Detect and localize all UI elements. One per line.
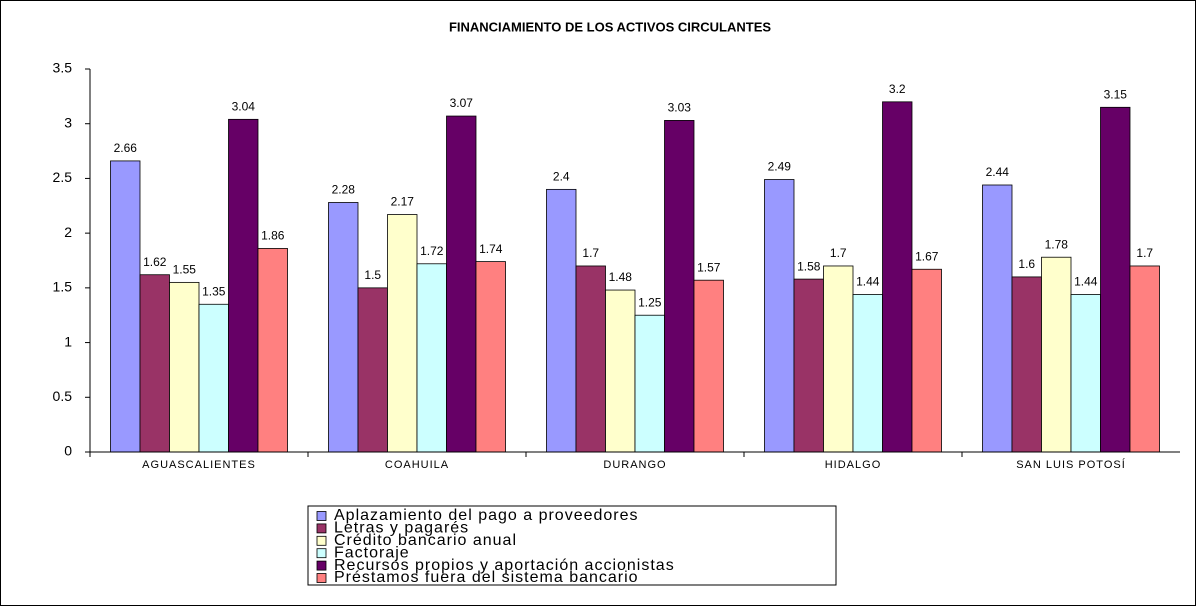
value-label: 1.6 [1018,257,1035,271]
value-label: 2.66 [114,141,138,155]
bar [882,101,913,453]
value-label: 1.25 [638,295,662,309]
bar [198,303,229,453]
value-label: 1.78 [1045,237,1069,251]
bar [1041,256,1072,453]
bar [1129,265,1160,453]
legend-swatch [316,511,327,521]
bar [605,289,636,453]
value-label: 2.4 [553,170,570,184]
bar [1011,276,1042,453]
value-label: 3.15 [1104,87,1128,101]
bar [257,248,288,453]
value-label: 3.03 [668,101,692,115]
value-label: 1.48 [609,270,633,284]
legend-swatch [316,535,327,546]
bar [110,160,141,453]
legend-box [307,505,837,586]
bar [169,281,200,453]
value-label: 1.57 [697,260,721,274]
bar [793,278,824,453]
chart-title: FINANCIAMIENTO DE LOS ACTIVOS CIRCULANTE… [449,19,771,34]
legend-swatch [316,548,327,559]
bar [546,188,577,453]
legend-swatch [316,573,327,583]
bar [575,265,606,453]
value-label: 2.49 [768,160,792,174]
value-label: 1.58 [797,259,821,273]
y-tick-label: 2 [64,224,72,240]
value-label: 1.67 [915,249,939,263]
bar [664,120,695,453]
legend-label: Recursos propios y aportación accionista… [334,557,675,574]
value-label: 3.07 [450,96,474,110]
y-tick-label: 3 [64,114,72,130]
y-tick-label: 0 [64,443,72,459]
value-label: 1.35 [202,284,226,298]
x-tick-label: COAHUILA [385,459,449,471]
bar [446,115,477,453]
bar [634,314,665,453]
value-label: 1.72 [420,244,444,258]
x-tick-label: AGUASCALIENTES [142,459,256,471]
bar [911,268,942,453]
bar [852,294,883,453]
value-label: 1.74 [479,242,503,256]
y-tick-label: 1 [64,333,72,349]
bar [416,263,447,453]
value-label: 1.7 [582,246,599,260]
value-label: 1.86 [261,229,285,243]
legend-swatch [316,523,327,534]
bar [982,184,1013,453]
bar [357,287,388,453]
legend-swatch [316,560,327,571]
value-label: 3.2 [889,82,906,96]
bar [387,214,418,453]
legend-label: Préstamos fuera del sistema bancario [334,569,639,586]
bar [475,261,506,453]
bar [228,118,259,453]
bar [764,179,795,453]
value-label: 1.62 [143,255,167,269]
bar [328,202,359,453]
legend-label: Crédito bancario anual [334,532,517,549]
y-tick-label: 0.5 [53,388,73,404]
y-tick-label: 1.5 [53,279,73,295]
value-label: 2.28 [332,183,356,197]
value-label: 2.44 [986,165,1010,179]
value-label: 1.7 [830,246,847,260]
bar [823,265,854,453]
legend-label: Aplazamiento del pago a proveedores [334,507,639,524]
value-label: 1.44 [1074,275,1098,289]
bar [693,279,724,453]
legend-label: Factoraje [334,544,410,561]
bar [1070,294,1101,453]
value-label: 1.7 [1136,246,1153,260]
x-tick-label: HIDALGO [825,459,882,471]
bar [1100,106,1131,453]
y-tick-label: 3.5 [53,60,73,76]
x-tick-label: DURANGO [603,459,666,471]
value-label: 1.5 [364,268,381,282]
legend-label: Letras y pagarés [334,520,469,537]
x-tick-label: SAN LUIS POTOSÍ [1016,458,1126,471]
value-label: 1.44 [856,275,880,289]
y-tick-label: 2.5 [53,169,73,185]
value-label: 3.04 [232,100,256,114]
value-label: 2.17 [391,195,415,209]
value-label: 1.55 [173,263,197,277]
bar [139,274,170,453]
